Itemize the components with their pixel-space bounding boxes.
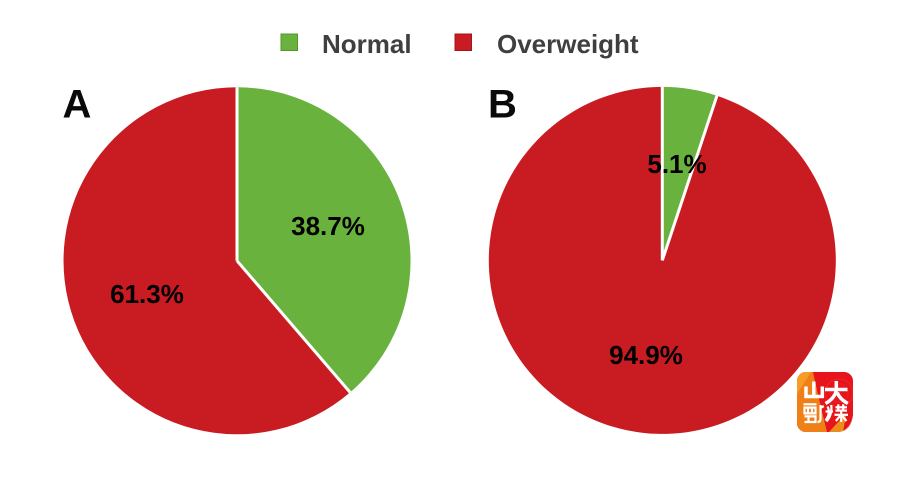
svg-text:38.7%: 38.7%: [291, 211, 365, 241]
svg-text:5.1%: 5.1%: [647, 149, 706, 179]
svg-text:94.9%: 94.9%: [609, 340, 683, 370]
svg-text:Overweight: Overweight: [497, 29, 639, 59]
svg-text:61.3%: 61.3%: [110, 279, 184, 309]
svg-text:A: A: [63, 83, 92, 127]
svg-text:Normal: Normal: [322, 29, 412, 59]
svg-text:B: B: [488, 83, 517, 127]
